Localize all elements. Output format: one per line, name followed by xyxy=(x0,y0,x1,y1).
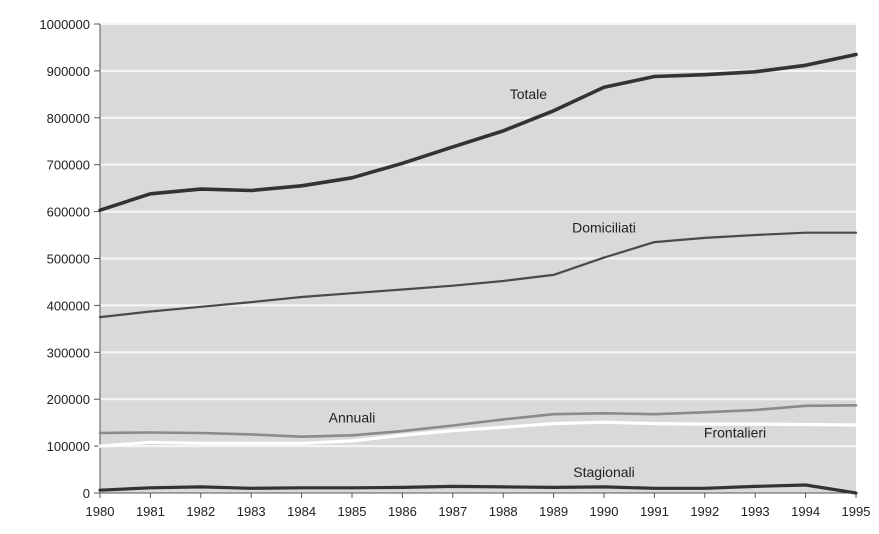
x-tick-label: 1983 xyxy=(237,504,266,519)
gridlines xyxy=(100,22,856,448)
series-line-stagionali xyxy=(98,483,858,495)
y-tick-label: 600000 xyxy=(47,205,90,220)
series-lines xyxy=(98,52,858,495)
y-tick-label: 800000 xyxy=(47,111,90,126)
y-tick-label: 100000 xyxy=(47,439,90,454)
y-tick-label: 200000 xyxy=(47,392,90,407)
y-tick-label: 700000 xyxy=(47,158,90,173)
y-tick-label: 1000000 xyxy=(39,17,90,32)
x-tick-label: 1991 xyxy=(640,504,669,519)
x-tick-label: 1980 xyxy=(86,504,115,519)
series-label-annuali: Annuali xyxy=(329,410,376,426)
x-tick-label: 1986 xyxy=(388,504,417,519)
y-tick-label: 300000 xyxy=(47,345,90,360)
x-tick-label: 1992 xyxy=(690,504,719,519)
x-tick-label: 1994 xyxy=(791,504,820,519)
series-line-domiciliati xyxy=(98,231,858,319)
series-line-totale xyxy=(98,52,858,212)
x-tick-label: 1985 xyxy=(338,504,367,519)
axes: 0 100000 200000 300000 400000 500000 600000 700… xyxy=(39,17,870,519)
y-tick-label: 900000 xyxy=(47,64,90,79)
series-line-frontalieri xyxy=(98,420,858,448)
x-tick-label: 1987 xyxy=(438,504,467,519)
x-tick-label: 1990 xyxy=(590,504,619,519)
x-tick-label: 1981 xyxy=(136,504,165,519)
y-tick-label: 400000 xyxy=(47,298,90,313)
series-label-stagionali: Stagionali xyxy=(573,464,635,480)
series-labels: Totale Domiciliati Annuali Frontalieri Stagi… xyxy=(329,86,767,480)
x-tick-label: 1984 xyxy=(287,504,316,519)
series-line-annuali xyxy=(98,403,858,439)
series-label-frontalieri: Frontalieri xyxy=(704,425,766,441)
x-tick-label: 1988 xyxy=(489,504,518,519)
x-tick-label: 1982 xyxy=(186,504,215,519)
x-tick-label: 1993 xyxy=(741,504,770,519)
series-label-domiciliati: Domiciliati xyxy=(572,220,636,236)
x-tick-label: 1995 xyxy=(842,504,871,519)
x-tick-label: 1989 xyxy=(539,504,568,519)
series-label-totale: Totale xyxy=(510,86,548,102)
y-tick-label: 500000 xyxy=(47,252,90,267)
y-tick-label: 0 xyxy=(83,486,90,501)
